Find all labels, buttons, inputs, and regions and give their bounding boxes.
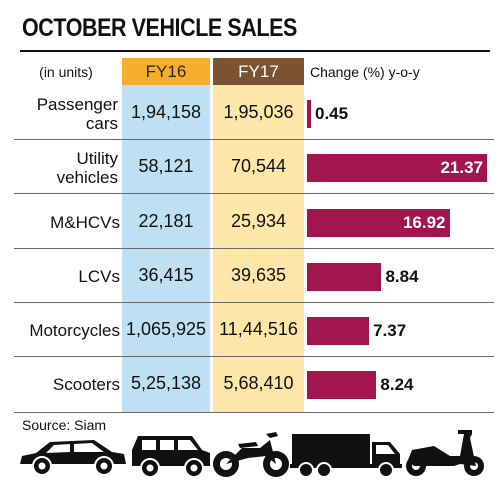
fy16-value: 58,121 bbox=[138, 156, 194, 177]
change-value-label: 21.37 bbox=[440, 158, 483, 178]
change-column-header: Change (%) y-o-y bbox=[310, 64, 420, 80]
change-value-label: 8.84 bbox=[385, 266, 419, 286]
change-value-label: 0.45 bbox=[315, 104, 349, 124]
row-divider bbox=[14, 247, 494, 249]
fy17-value: 11,44,516 bbox=[219, 318, 298, 339]
fy17-value: 39,635 bbox=[230, 264, 287, 285]
category-label: Passenger cars bbox=[36, 95, 118, 134]
row-divider bbox=[14, 301, 494, 303]
change-bar bbox=[307, 208, 450, 237]
vehicle-icons-strip bbox=[20, 430, 484, 478]
row-divider bbox=[14, 193, 494, 195]
fy17-value: 5,68,410 bbox=[223, 373, 294, 394]
category-label: LCVs bbox=[78, 266, 120, 286]
change-bar bbox=[307, 262, 382, 291]
row-divider bbox=[14, 139, 494, 141]
change-value-label: 8.24 bbox=[380, 375, 414, 395]
change-bar bbox=[307, 316, 370, 345]
change-bar bbox=[307, 371, 377, 400]
fy16-value: 5,25,138 bbox=[130, 373, 202, 394]
fy16-value: 36,415 bbox=[138, 264, 194, 285]
change-value-label: 16.92 bbox=[402, 212, 446, 232]
fy16-value: 22,181 bbox=[138, 210, 194, 231]
category-label: Motorcycles bbox=[29, 320, 120, 340]
car-icon bbox=[20, 440, 126, 476]
motorcycle-icon bbox=[213, 432, 289, 477]
title-divider bbox=[20, 50, 490, 52]
fy17-value: 25,934 bbox=[230, 210, 287, 231]
category-label: M&HCVs bbox=[50, 212, 120, 232]
units-label: (in units) bbox=[39, 64, 93, 80]
fy17-column-header: FY17 bbox=[213, 58, 304, 85]
suv-icon bbox=[132, 436, 210, 478]
fy16-column-header: FY16 bbox=[122, 58, 210, 85]
row-divider bbox=[14, 356, 494, 357]
change-bar bbox=[307, 100, 311, 129]
source-note: Source: Siam bbox=[22, 417, 107, 433]
chart-title: OCTOBER VEHICLE SALES bbox=[22, 14, 297, 42]
fy17-value: 1,95,036 bbox=[223, 102, 294, 123]
truck-icon bbox=[290, 434, 402, 478]
category-label: Utility vehicles bbox=[56, 149, 118, 188]
fy16-column-background bbox=[122, 58, 210, 412]
scooter-icon bbox=[406, 430, 484, 476]
change-bar bbox=[307, 154, 487, 183]
change-value-label: 7.37 bbox=[373, 320, 407, 340]
fy17-column-background bbox=[213, 58, 304, 412]
table-bottom-divider bbox=[14, 412, 494, 413]
fy16-value: 1,94,158 bbox=[130, 102, 202, 123]
fy17-value: 70,544 bbox=[230, 156, 287, 177]
category-label: Scooters bbox=[52, 375, 120, 395]
fy16-value: 1,065,925 bbox=[125, 318, 207, 339]
